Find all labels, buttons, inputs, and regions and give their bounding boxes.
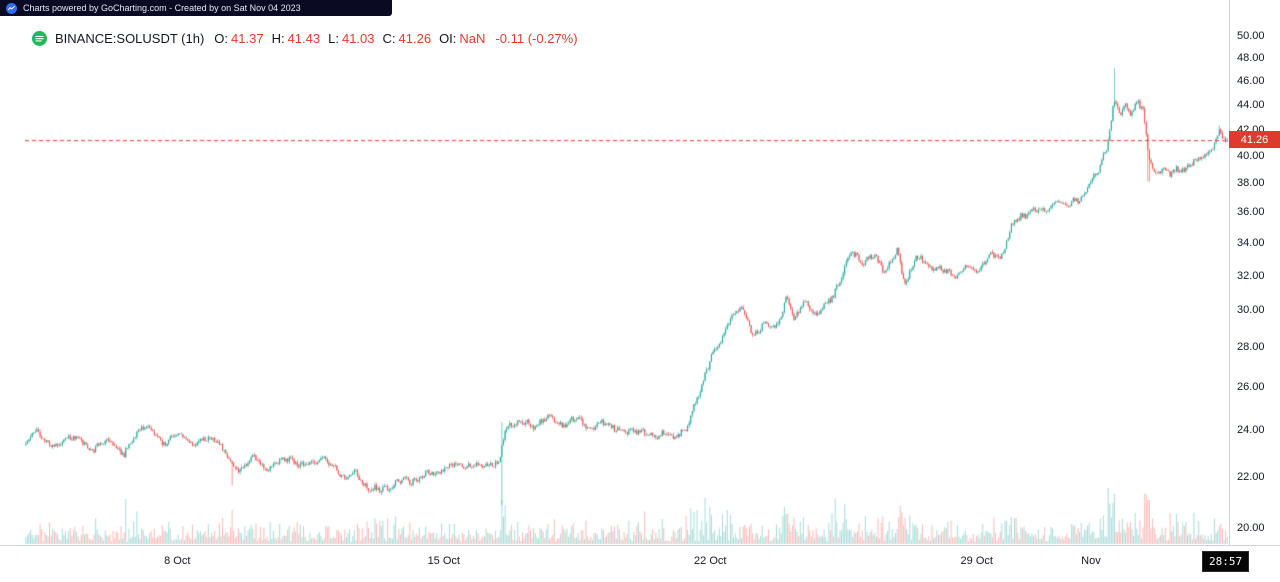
x-axis-tick: Nov bbox=[1081, 555, 1101, 567]
gocharting-logo-icon[interactable] bbox=[6, 2, 17, 14]
y-axis-tick: 46.00 bbox=[1237, 74, 1265, 87]
y-axis-tick: 44.00 bbox=[1237, 98, 1265, 111]
y-axis-tick: 26.00 bbox=[1237, 381, 1265, 394]
price-change: -0.11 (-0.27%) bbox=[495, 30, 578, 46]
y-axis-tick: 22.00 bbox=[1237, 470, 1265, 483]
y-axis-tick: 38.00 bbox=[1237, 177, 1265, 190]
open-interest: OI: NaN bbox=[439, 30, 486, 46]
y-axis-tick: 48.00 bbox=[1237, 51, 1265, 64]
candle-countdown: 28:57 bbox=[1202, 551, 1250, 572]
y-axis-tick: 40.00 bbox=[1237, 149, 1265, 162]
ohlc-low: L: 41.03 bbox=[328, 30, 375, 46]
ohlc-high: H: 41.43 bbox=[271, 30, 321, 46]
x-axis-tick: 8 Oct bbox=[164, 555, 191, 567]
x-axis-tick: 29 Oct bbox=[960, 555, 993, 567]
y-axis-tick: 28.00 bbox=[1237, 341, 1265, 354]
x-axis-tick: 15 Oct bbox=[427, 555, 460, 567]
symbol-icon bbox=[32, 30, 47, 46]
powered-by-text: Charts powered by GoCharting.com - Creat… bbox=[23, 3, 301, 13]
y-axis-tick: 36.00 bbox=[1237, 206, 1265, 219]
chart-legend: BINANCE:SOLUSDT (1h) O: 41.37 H: 41.43 L: 4… bbox=[32, 29, 578, 47]
time-axis[interactable]: 8 Oct 15 Oct 22 Oct 29 Oct Nov bbox=[0, 545, 1280, 582]
y-axis-tick: 50.00 bbox=[1237, 30, 1265, 42]
x-axis-tick: 22 Oct bbox=[694, 555, 727, 567]
y-axis-tick: 30.00 bbox=[1237, 304, 1265, 317]
y-axis-tick: 24.00 bbox=[1237, 424, 1265, 437]
ohlc-close: C: 41.26 bbox=[382, 30, 432, 46]
powered-by-bar: Charts powered by GoCharting.com - Creat… bbox=[0, 0, 392, 16]
y-axis-tick: 34.00 bbox=[1237, 237, 1265, 250]
symbol-name[interactable]: BINANCE:SOLUSDT (1h) bbox=[55, 30, 205, 46]
ohlc-open: O: 41.37 bbox=[214, 30, 264, 46]
y-axis-tick: 20.00 bbox=[1237, 522, 1265, 534]
last-price-badge: 41.26 bbox=[1229, 131, 1280, 149]
y-axis-tick: 32.00 bbox=[1237, 269, 1265, 282]
price-axis[interactable]: 50.00 48.00 46.00 44.00 42.00 40.00 38.00 36.00… bbox=[1229, 0, 1280, 545]
